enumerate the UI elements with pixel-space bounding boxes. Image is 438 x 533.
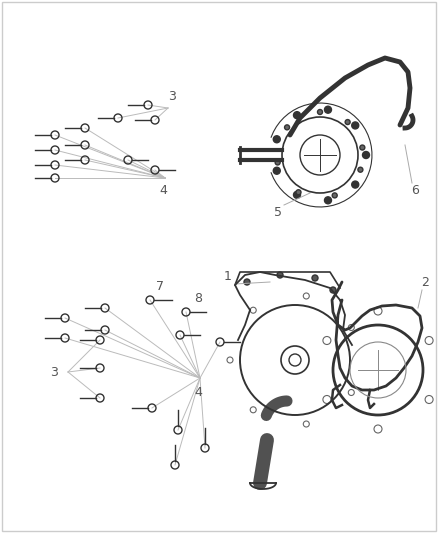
Circle shape (332, 193, 337, 198)
Circle shape (273, 167, 280, 174)
Circle shape (285, 125, 290, 130)
Circle shape (244, 279, 250, 285)
Circle shape (352, 181, 359, 188)
Circle shape (296, 190, 301, 195)
Circle shape (325, 197, 332, 204)
Circle shape (363, 151, 370, 158)
Text: 3: 3 (50, 366, 58, 378)
Text: 6: 6 (411, 183, 419, 197)
Text: 3: 3 (168, 90, 176, 102)
Circle shape (325, 106, 332, 113)
Circle shape (345, 119, 350, 125)
Circle shape (330, 287, 336, 293)
Circle shape (312, 275, 318, 281)
Circle shape (352, 122, 359, 129)
Circle shape (293, 191, 300, 198)
Text: 7: 7 (156, 279, 164, 293)
Circle shape (358, 167, 363, 172)
Text: 5: 5 (274, 206, 282, 219)
Text: 8: 8 (194, 292, 202, 304)
Text: 2: 2 (421, 277, 429, 289)
Circle shape (277, 272, 283, 278)
Text: 1: 1 (224, 271, 232, 284)
Circle shape (360, 145, 365, 150)
Text: 4: 4 (194, 385, 202, 399)
Circle shape (318, 109, 322, 115)
Circle shape (293, 111, 300, 119)
Circle shape (273, 136, 280, 143)
Text: 4: 4 (159, 183, 167, 197)
Circle shape (275, 160, 280, 165)
